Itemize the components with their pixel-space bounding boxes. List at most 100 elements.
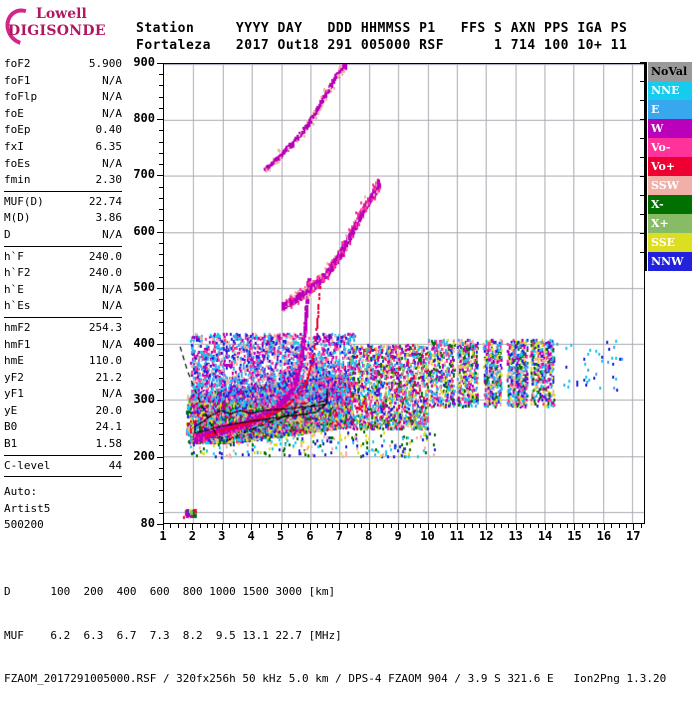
x-tick <box>545 524 546 530</box>
param-key: foF2 <box>4 57 31 70</box>
legend-tick <box>640 214 647 215</box>
param-key: B0 <box>4 420 18 434</box>
x-minor-tick <box>420 524 421 528</box>
x-minor-tick <box>413 524 414 528</box>
x-minor-tick <box>567 524 568 528</box>
x-tick-label: 2 <box>188 529 196 543</box>
x-tick <box>457 524 458 530</box>
legend-axis-bar <box>645 62 647 271</box>
x-minor-tick <box>383 524 384 528</box>
x-minor-tick <box>582 524 583 528</box>
x-minor-tick <box>185 524 186 528</box>
param-value: 1.58 <box>95 437 123 451</box>
param-row-clevel: C-level 44 <box>4 458 122 475</box>
x-minor-tick <box>332 524 333 528</box>
y-minor-tick <box>159 153 163 154</box>
y-minor-tick <box>159 187 163 188</box>
param-row-he: h`E N/A <box>4 282 122 299</box>
x-minor-tick <box>207 524 208 528</box>
x-minor-tick <box>508 524 509 528</box>
param-key: foEs <box>4 156 31 170</box>
x-tick-label: 7 <box>335 529 343 543</box>
x-minor-tick <box>295 524 296 528</box>
x-minor-tick <box>405 524 406 528</box>
legend-tick <box>640 157 647 158</box>
param-value: 21.2 <box>95 370 123 384</box>
y-minor-tick <box>159 322 163 323</box>
param-row-foep: foEp 0.40 <box>4 122 122 139</box>
param-value: 22.74 <box>88 194 122 208</box>
x-minor-tick <box>442 524 443 528</box>
param-key: h`F <box>4 249 24 263</box>
param-key: hmF2 <box>4 320 31 334</box>
x-tick <box>633 524 634 530</box>
param-key: yE <box>4 403 18 417</box>
x-minor-tick <box>641 524 642 528</box>
y-minor-tick <box>159 513 163 514</box>
param-divider <box>4 190 122 192</box>
x-tick-label: 12 <box>479 529 494 543</box>
y-minor-tick <box>159 220 163 221</box>
x-minor-tick <box>200 524 201 528</box>
legend-item-nne[interactable]: NNE <box>648 81 692 100</box>
param-row-hf2: h`F2 240.0 <box>4 265 122 282</box>
param-key: fmin <box>4 173 31 187</box>
footer-file-row: FZAOM_2017291005000.RSF / 320fx256h 50 k… <box>4 672 667 685</box>
y-tick <box>157 175 163 176</box>
legend-item-sse[interactable]: SSE <box>648 233 692 252</box>
x-tick-label: 15 <box>567 529 582 543</box>
param-row-yf2: yF2 21.2 <box>4 370 122 387</box>
x-tick-label: 10 <box>420 529 435 543</box>
x-tick-label: 14 <box>537 529 553 543</box>
y-minor-tick <box>159 445 163 446</box>
auto-line: 500200 <box>4 518 44 532</box>
legend-item-w[interactable]: W <box>648 119 692 138</box>
footer-info: D 100 200 400 600 800 1000 1500 3000 [km… <box>4 556 666 716</box>
station-header-line2: Fortaleza 2017 Out18 291 005000 RSF 1 71… <box>136 38 628 53</box>
param-row-fmin: fmin 2.30 <box>4 172 122 189</box>
param-row-fof1: foF1 N/A <box>4 73 122 90</box>
x-tick <box>486 524 487 530</box>
y-minor-tick <box>159 468 163 469</box>
x-minor-tick <box>597 524 598 528</box>
legend-item-x[interactable]: X+ <box>648 214 692 233</box>
legend-item-vo[interactable]: Vo+ <box>648 157 692 176</box>
x-minor-tick <box>273 524 274 528</box>
y-minor-tick <box>159 299 163 300</box>
legend-item-ssw[interactable]: SSW <box>648 176 692 195</box>
param-value: N/A <box>102 227 122 241</box>
polarization-legend[interactable]: NoVal NNE E W Vo- Vo+ SSW X- X+ SSE NNW <box>648 62 692 271</box>
ionogram-plot[interactable] <box>163 63 645 524</box>
param-row-md: M(D) 3.86 <box>4 210 122 227</box>
x-tick-label: 5 <box>276 529 285 543</box>
x-minor-tick <box>170 524 171 528</box>
param-row-foes: foEs N/A <box>4 156 122 173</box>
x-tick <box>222 524 223 530</box>
param-value: N/A <box>102 156 122 170</box>
param-key: fxI <box>4 139 24 153</box>
legend-item-vo[interactable]: Vo- <box>648 138 692 157</box>
echo-scatter-layer <box>164 64 644 523</box>
y-tick-label: 500 <box>133 279 155 294</box>
legend-item-noval[interactable]: NoVal <box>648 62 692 81</box>
y-minor-tick <box>159 108 163 109</box>
param-row-fof2: foF2 5.900 <box>4 56 122 73</box>
x-minor-tick <box>472 524 473 528</box>
param-row-d: D N/A <box>4 227 122 244</box>
y-tick-label: 600 <box>133 223 155 238</box>
param-value: 110.0 <box>88 354 122 368</box>
legend-tick <box>640 252 647 253</box>
legend-item-e[interactable]: E <box>648 100 692 119</box>
legend-item-x[interactable]: X- <box>648 195 692 214</box>
y-minor-tick <box>159 97 163 98</box>
x-minor-tick <box>347 524 348 528</box>
param-value: 5.900 <box>88 57 122 70</box>
param-value: N/A <box>102 282 122 296</box>
x-tick <box>192 524 193 530</box>
y-minor-tick <box>159 130 163 131</box>
x-minor-tick <box>523 524 524 528</box>
legend-tick <box>640 119 647 120</box>
x-minor-tick <box>361 524 362 528</box>
y-tick <box>157 457 163 458</box>
legend-item-nnw[interactable]: NNW <box>648 252 692 271</box>
